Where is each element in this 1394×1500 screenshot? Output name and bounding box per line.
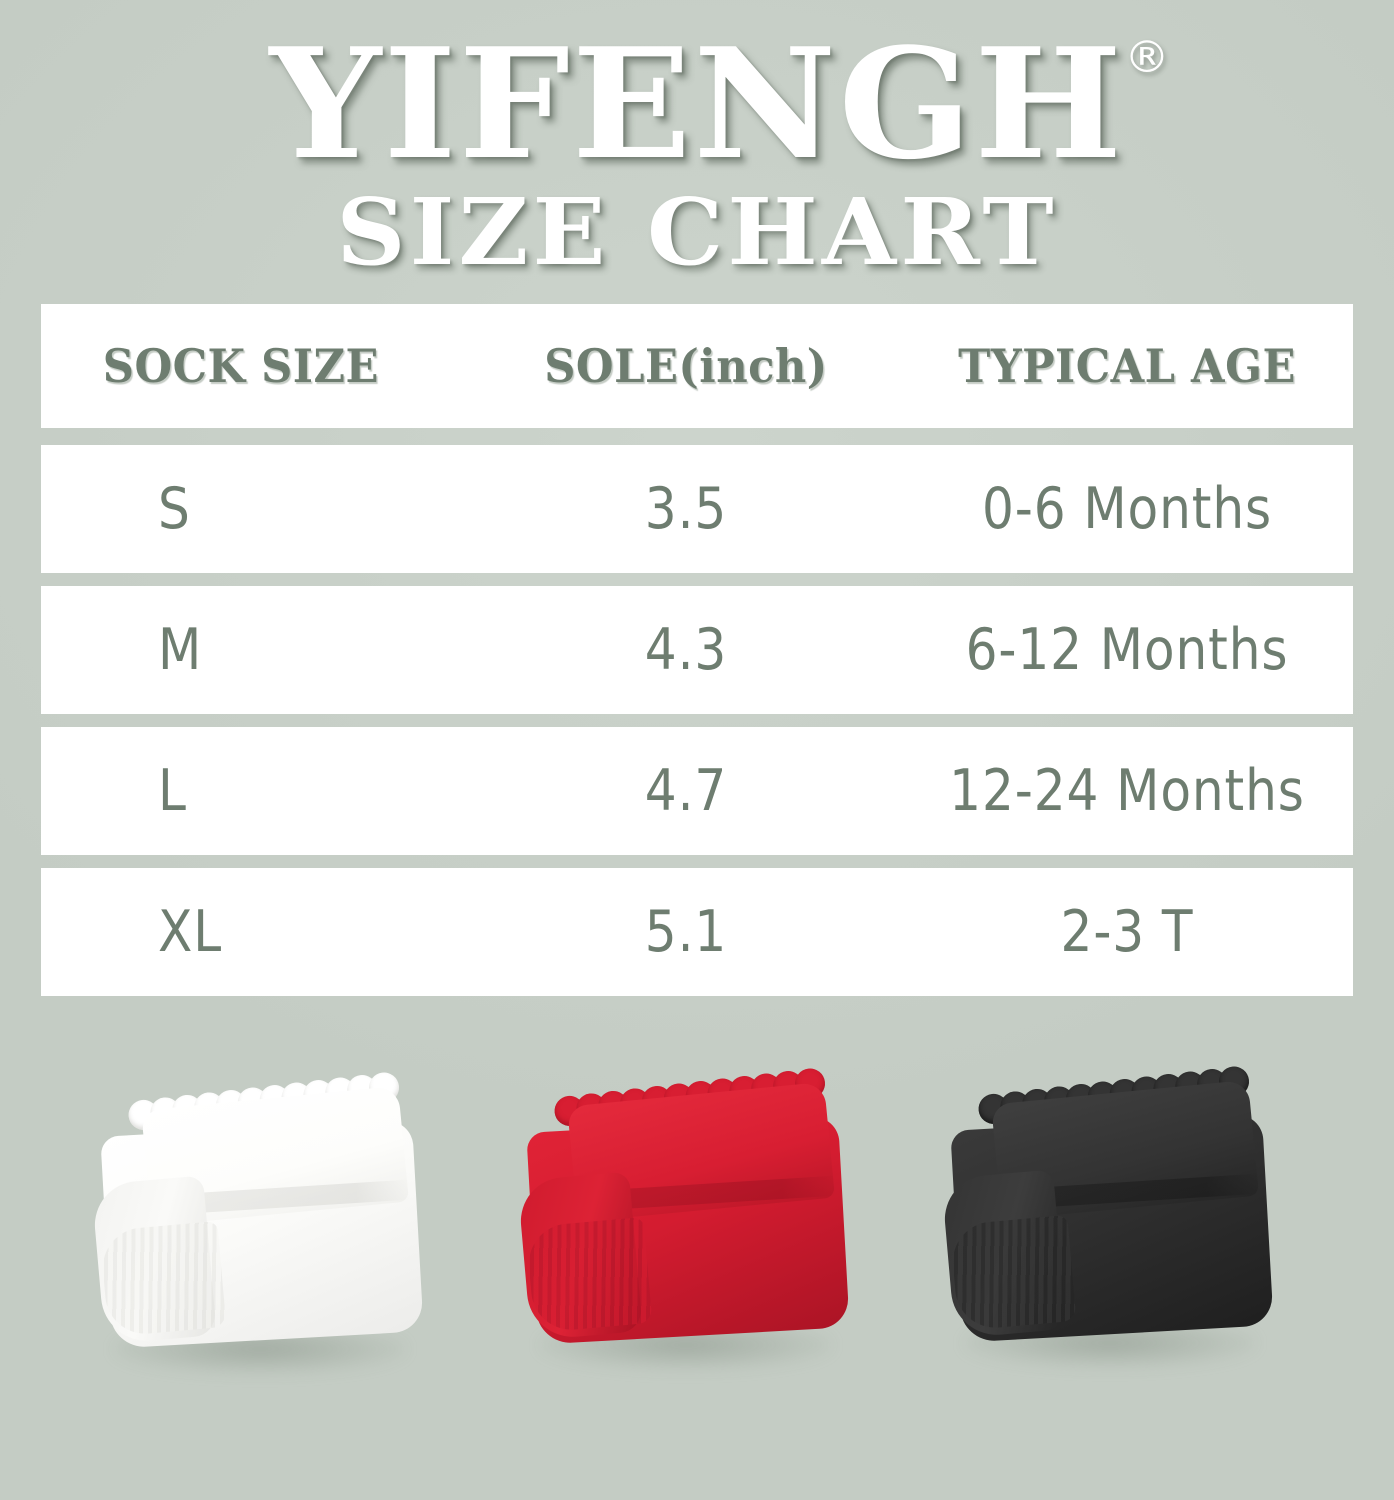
table-header-row: SOCK SIZE SOLE(inch) TYPICAL AGE <box>41 304 1353 428</box>
table-row: L 4.7 12-24 Months <box>41 727 1353 855</box>
column-header-sock-size: SOCK SIZE <box>102 339 379 393</box>
cell-sock-size: M <box>158 617 203 683</box>
registered-trademark-icon: ® <box>1124 32 1172 83</box>
column-header-sole-inch: SOLE(inch) <box>544 339 828 393</box>
cell-typical-age: 0-6 Months <box>981 476 1273 542</box>
cell-sole-inch: 3.5 <box>644 476 728 542</box>
table-row: M 4.3 6-12 Months <box>41 586 1353 714</box>
page-title: SIZE CHART <box>336 178 1058 286</box>
black-sock-image <box>941 1064 1282 1370</box>
sock-ribbed-texture <box>525 1217 653 1333</box>
table-row: S 3.5 0-6 Months <box>41 445 1353 573</box>
table-row: XL 5.1 2-3 T <box>41 868 1353 996</box>
cell-sole-inch: 5.1 <box>644 899 728 965</box>
cell-typical-age: 2-3 T <box>1060 899 1194 965</box>
column-header-typical-age: TYPICAL AGE <box>958 339 1296 393</box>
brand-name-text: YIFENGH <box>269 14 1125 193</box>
brand-header: YIFENGH ® <box>0 28 1394 180</box>
cell-typical-age: 6-12 Months <box>965 617 1289 683</box>
cell-sock-size: L <box>158 758 187 824</box>
sock-ribbed-texture <box>99 1221 227 1337</box>
cell-sole-inch: 4.7 <box>644 758 728 824</box>
size-chart-table: SOCK SIZE SOLE(inch) TYPICAL AGE S 3.5 0… <box>41 304 1353 996</box>
brand-name: YIFENGH ® <box>270 28 1170 180</box>
cell-typical-age: 12-24 Months <box>949 758 1305 824</box>
sock-ribbed-texture <box>949 1215 1077 1331</box>
cell-sock-size: S <box>158 476 191 542</box>
red-sock-image <box>517 1066 858 1372</box>
white-sock-image <box>91 1070 432 1376</box>
cell-sock-size: XL <box>158 899 223 965</box>
product-image-row <box>0 1010 1394 1440</box>
cell-sole-inch: 4.3 <box>644 617 728 683</box>
